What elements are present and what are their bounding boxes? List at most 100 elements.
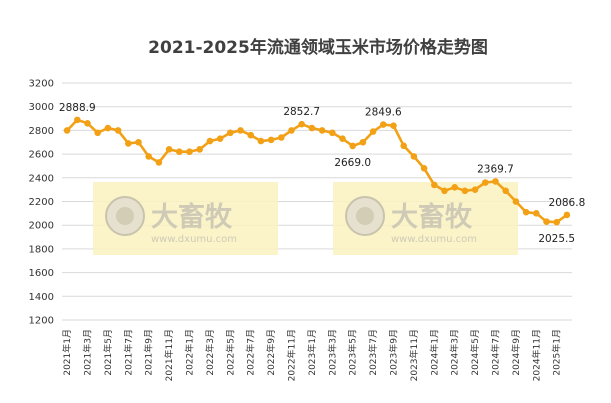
data-label: 2849.6 [365,107,402,119]
data-point [135,138,142,146]
data-point [563,211,571,219]
x-tick-label: 2022年9月 [265,329,277,376]
watermark-logo-inner-icon [356,207,374,225]
data-point [543,218,550,225]
data-point [247,131,254,139]
data-label: 2025.5 [538,233,575,245]
x-tick-label: 2021年3月 [82,329,94,376]
data-labels: 2888.9 2852.7 2669.0 2849.6 2369.7 2025.5 2086… [59,102,585,245]
x-axis: 2021年1月 2021年3月 2021年5月 2021年7月 2021年9月 2021年… [61,329,563,381]
chart-title: 2021-2025年流通领域玉米市场价格走势图 [148,37,488,58]
data-point [502,187,510,195]
data-point [380,121,387,128]
data-point [329,129,336,137]
data-point [206,137,214,145]
x-tick-label: 2022年7月 [245,329,257,376]
x-tick-label: 2024年5月 [469,329,481,376]
x-tick-label: 2024年11月 [530,329,542,381]
x-tick-label: 2021年7月 [122,329,134,376]
data-point [441,187,448,195]
data-point [84,119,91,127]
x-tick-label: 2022年5月 [224,329,236,376]
data-point [196,146,203,153]
data-point [63,127,71,134]
data-point [288,127,295,134]
x-tick-label: 2023年5月 [347,329,359,376]
x-tick-label: 2022年11月 [286,329,298,381]
x-tick-label: 2024年1月 [428,329,440,376]
data-point [318,127,326,134]
data-point [512,198,520,205]
data-label: 2669.0 [334,157,371,169]
watermark-url: www.dxumu.com [391,234,477,245]
data-point [257,137,265,145]
y-tick-label: 3000 [29,102,54,113]
data-point [339,135,346,142]
x-tick-label: 2024年9月 [510,329,522,376]
y-tick-label: 1200 [29,316,54,327]
data-point [482,179,489,186]
x-tick-label: 2025年1月 [551,329,563,376]
data-label: 2369.7 [477,163,514,175]
y-tick-label: 2400 [29,173,54,184]
data-point [522,208,530,216]
data-point [369,128,377,135]
data-point [451,183,459,191]
data-point [359,138,367,146]
x-tick-label: 2022年3月 [204,329,216,376]
data-point [267,136,275,144]
y-tick-label: 2200 [29,197,54,208]
data-point [349,142,357,150]
data-point [420,165,428,172]
watermark-logo-inner-icon [116,207,134,225]
x-tick-label: 2024年3月 [449,329,461,376]
data-label: 2888.9 [59,102,96,114]
data-point [145,153,152,160]
y-tick-label: 2800 [29,126,54,137]
x-tick-label: 2023年11月 [408,329,420,381]
data-point [74,116,81,124]
y-tick-label: 1400 [29,292,54,303]
x-tick-label: 2023年7月 [367,329,379,376]
data-point [186,148,193,156]
y-tick-label: 3200 [29,79,54,90]
data-point [278,134,285,141]
data-point [410,153,418,160]
data-point [237,127,244,134]
x-tick-label: 2022年1月 [184,329,196,376]
data-point [125,140,132,147]
x-tick-label: 2021年5月 [102,329,114,376]
data-point [165,146,173,153]
series-layer [63,116,571,226]
watermark-brand: 大畜牧 [391,201,473,233]
data-point [390,122,397,129]
data-point [400,142,408,150]
y-tick-label: 1600 [29,268,54,279]
data-point [492,178,499,185]
y-axis: 1200 1400 1600 1800 2000 2200 2400 2600 2800 3000… [29,79,54,327]
data-point [461,187,469,195]
data-point [227,129,234,137]
x-tick-label: 2021年11月 [163,329,175,381]
x-tick-label: 2021年9月 [143,329,155,376]
data-point [114,127,122,134]
watermark-url: www.dxumu.com [151,234,237,245]
data-point [104,124,112,132]
data-label: 2852.7 [283,106,320,118]
data-point [431,181,438,189]
data-point [553,218,560,226]
y-tick-label: 1800 [29,244,54,255]
data-label: 2086.8 [549,197,586,209]
watermark-brand: 大畜牧 [151,201,233,233]
y-tick-label: 2000 [29,221,54,232]
x-tick-label: 2021年1月 [61,329,73,376]
data-point [471,186,479,193]
x-tick-label: 2023年1月 [306,329,318,376]
data-point [308,124,316,132]
data-point [176,148,183,156]
data-point [155,159,163,166]
